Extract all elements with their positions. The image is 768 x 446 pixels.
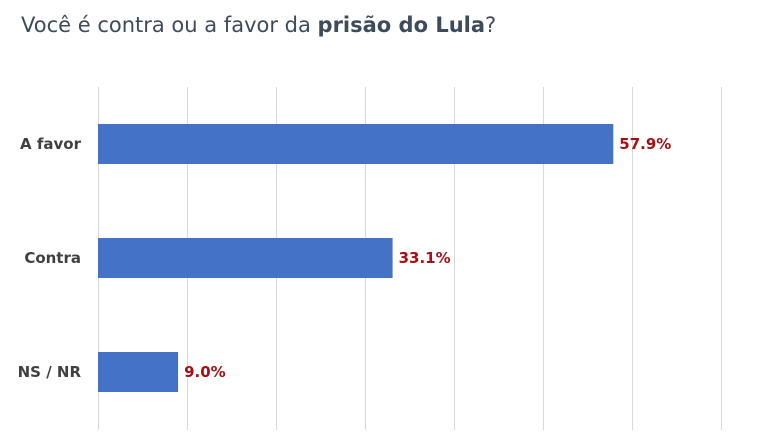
bars xyxy=(98,124,614,392)
data-label-1: 33.1% xyxy=(399,249,451,267)
chart-title: Você é contra ou a favor da prisão do Lu… xyxy=(21,13,496,37)
chart-title-bold: prisão do Lula xyxy=(317,13,486,37)
category-label-1: Contra xyxy=(24,249,81,267)
bar-1 xyxy=(98,238,393,278)
bar-0 xyxy=(98,124,614,164)
chart-title-suffix: ? xyxy=(485,13,497,37)
data-label-2: 9.0% xyxy=(184,363,226,381)
bar-2 xyxy=(98,352,179,392)
category-label-0: A favor xyxy=(20,135,82,153)
category-label-2: NS / NR xyxy=(18,363,82,381)
data-label-0: 57.9% xyxy=(619,135,671,153)
chart-title-prefix: Você é contra ou a favor da xyxy=(21,13,318,37)
labels: A favor 57.9% Contra 33.1% NS / NR 9.0% xyxy=(18,135,672,381)
